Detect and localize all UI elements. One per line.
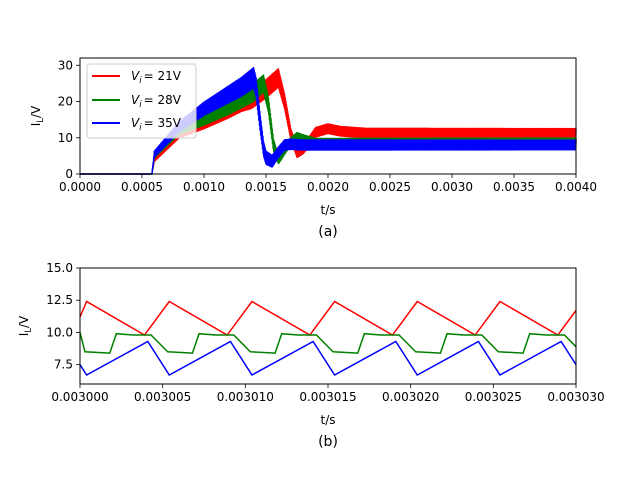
panel-b-xtick-label: 0.003025 (465, 390, 522, 404)
panel-b-series-35v (80, 340, 576, 376)
panel-a-xlabel: t/s (321, 203, 336, 217)
legend-entry-35v: Vi = 35V (92, 116, 182, 133)
panel-a-xtick-label: 0.0040 (555, 180, 597, 194)
legend-label-28v: Vi = 28V (131, 93, 182, 110)
panel-b-xtick-label: 0.003010 (217, 390, 274, 404)
panel-a-x-ticks: 0.0000 0.0005 0.0010 0.0015 0.0020 0.0025 0.00… (59, 174, 597, 194)
panel-b-series-28v (80, 332, 576, 354)
panel-b-ytick-label: 10.0 (46, 325, 73, 339)
panel-a-ylabel: IL/V (29, 105, 46, 126)
panel-a-series-group (79, 67, 577, 175)
panel-b-series-group (80, 300, 576, 376)
panel-a-ytick-label: 10 (58, 131, 73, 145)
panel-b-y-ticks: 7.5 10.0 12.5 15.0 (46, 261, 80, 372)
panel-b-xlabel: t/s (321, 413, 336, 427)
panel-b-xtick-label: 0.003030 (547, 390, 604, 404)
panel-b-xtick-label: 0.003005 (134, 390, 191, 404)
legend-box (86, 63, 197, 139)
panel-a-xtick-label: 0.0010 (183, 180, 225, 194)
panel-a-xtick-label: 0.0030 (431, 180, 473, 194)
panel-a-y-ticks: 0 10 20 30 (58, 58, 80, 181)
legend-entry-21v: Vi = 21V (92, 69, 182, 86)
panel-b-ylabel: IL/V (17, 315, 34, 336)
panel-a-xtick-label: 0.0000 (59, 180, 101, 194)
panel-a-ytick-label: 0 (65, 167, 73, 181)
panel-b-xtick-label: 0.003000 (51, 390, 108, 404)
panel-a-series-35v (79, 67, 577, 175)
panel-a: 0.0000 0.0005 0.0010 0.0015 0.0020 0.0025 0.00… (29, 57, 597, 240)
panel-b-ytick-label: 7.5 (54, 358, 73, 372)
panel-a-caption: (a) (318, 224, 338, 240)
panel-b-ytick-label: 15.0 (46, 261, 73, 275)
panel-a-xtick-label: 0.0035 (493, 180, 535, 194)
legend: Vi = 21V Vi = 28V Vi = 35V (86, 63, 197, 139)
panel-a-xtick-label: 0.0020 (307, 180, 349, 194)
panel-a-xtick-label: 0.0005 (121, 180, 163, 194)
panel-a-series-21v (79, 68, 577, 175)
legend-entry-28v: Vi = 28V (92, 93, 182, 110)
panel-a-xtick-label: 0.0025 (369, 180, 411, 194)
panel-b-frame (79, 267, 577, 385)
panel-b-xtick-label: 0.003020 (382, 390, 439, 404)
legend-label-35v: Vi = 35V (131, 116, 182, 133)
panel-b-ytick-label: 12.5 (46, 293, 73, 307)
panel-b-series-21v (80, 300, 576, 337)
panel-a-ytick-label: 30 (58, 58, 73, 72)
panel-b-caption: (b) (318, 434, 338, 450)
panel-a-xtick-label: 0.0015 (245, 180, 287, 194)
panel-b: 0.003000 0.003005 0.003010 0.003015 0.003020… (17, 261, 605, 450)
panel-a-ytick-label: 20 (58, 95, 73, 109)
legend-label-21v: Vi = 21V (131, 69, 182, 86)
panel-b-x-ticks: 0.003000 0.003005 0.003010 0.003015 0.003020… (51, 384, 605, 404)
panel-b-xtick-label: 0.003015 (299, 390, 356, 404)
